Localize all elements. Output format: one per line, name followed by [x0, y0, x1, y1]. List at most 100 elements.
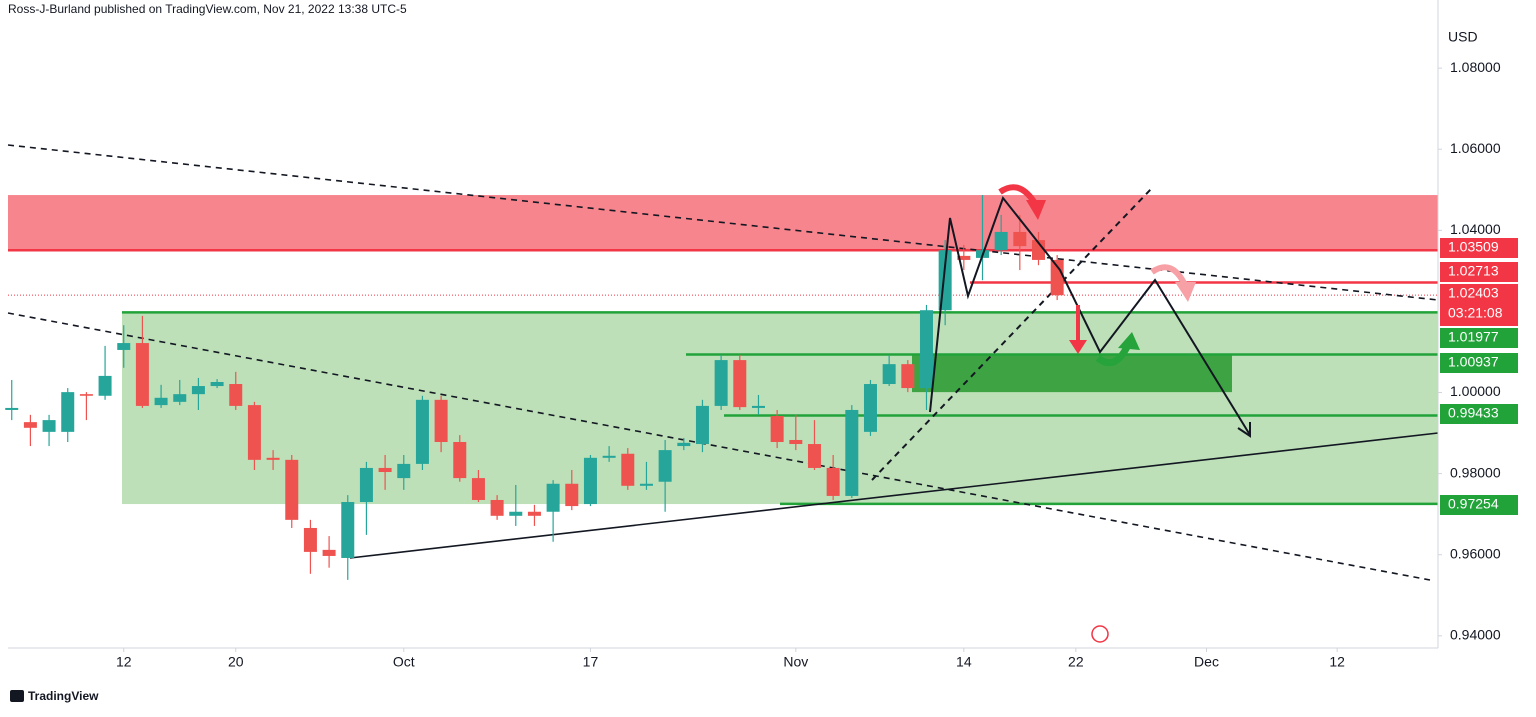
candle-body: [565, 483, 579, 507]
level-label: 1.02713: [1448, 263, 1499, 279]
candle-body: [341, 502, 355, 558]
candle-body: [1013, 231, 1027, 247]
y-tick-label: 1.08000: [1450, 59, 1501, 75]
level-label: 1.00937: [1448, 354, 1499, 370]
header: Ross-J-Burland published on TradingView.…: [8, 2, 407, 16]
candle-body: [509, 511, 523, 516]
candle-body: [266, 457, 280, 460]
level-label-box: [1440, 284, 1518, 326]
arrow-head: [1069, 340, 1087, 354]
x-tick-label: Nov: [783, 654, 808, 670]
candle-body: [415, 399, 429, 464]
candle-body: [863, 384, 877, 432]
candle-body: [546, 483, 560, 512]
candle-body: [901, 364, 915, 389]
x-tick-label: 22: [1068, 654, 1084, 670]
trendline: [7, 144, 1439, 301]
candle-body: [639, 483, 653, 486]
arrow-head: [1118, 332, 1140, 350]
axis-label: USD: [1448, 29, 1478, 45]
candle-body: [882, 364, 896, 385]
candle-body: [117, 343, 131, 350]
level-label-box: [1440, 495, 1518, 515]
trendline: [871, 187, 1153, 481]
candle-body: [191, 386, 205, 395]
candle-body: [583, 457, 597, 505]
candle-body: [61, 392, 75, 432]
level-label-box: [1440, 262, 1518, 282]
candle-body: [807, 444, 821, 468]
arrow-head: [1237, 422, 1251, 438]
level-label: 1.02403: [1448, 285, 1499, 301]
candle-body: [285, 459, 299, 520]
y-tick-label: 0.94000: [1450, 627, 1501, 643]
y-tick-label: 0.98000: [1450, 464, 1501, 480]
candle-body: [453, 442, 467, 479]
y-tick-label: 1.06000: [1450, 140, 1501, 156]
projection-path: [929, 195, 1251, 436]
candle-body: [602, 455, 616, 458]
level-label-box: [1440, 328, 1518, 348]
candle-body: [135, 343, 149, 406]
x-tick-label: 14: [956, 654, 972, 670]
curved-arrow: [1150, 264, 1188, 287]
candle-body: [378, 467, 392, 473]
candle-body: [621, 453, 635, 486]
candle-body: [98, 375, 112, 396]
countdown: 03:21:08: [1448, 305, 1503, 321]
level-label: 0.97254: [1448, 496, 1499, 512]
x-tick-label: Oct: [393, 654, 415, 670]
y-tick-label: 1.04000: [1450, 221, 1501, 237]
candle-body: [733, 360, 747, 408]
zone: [122, 311, 1438, 505]
candle-body: [714, 360, 728, 406]
arrow-head: [1026, 200, 1046, 220]
candle-body: [957, 255, 971, 260]
level-label: 0.99433: [1448, 405, 1499, 421]
candle-body: [210, 381, 224, 387]
candle-body: [490, 499, 504, 516]
candle-body: [173, 394, 187, 402]
level-label: 1.01977: [1448, 329, 1499, 345]
candle-body: [527, 511, 541, 516]
candle-body: [770, 416, 784, 443]
x-tick-label: 12: [116, 654, 132, 670]
candle-body: [1031, 240, 1045, 260]
candle-body: [154, 397, 168, 406]
x-tick-label: 20: [228, 654, 244, 670]
candle-body: [677, 442, 691, 447]
candle-body: [79, 394, 93, 396]
candle-body: [397, 463, 411, 479]
candle-body: [826, 467, 840, 496]
y-tick-label: 1.00000: [1450, 383, 1501, 399]
arrow-head: [1175, 282, 1196, 302]
candle-body: [658, 450, 672, 482]
candle-body: [5, 407, 19, 410]
footer: TradingView: [28, 689, 99, 703]
candle-body: [695, 405, 709, 445]
level-label-box: [1440, 238, 1518, 258]
level-label-box: [1440, 353, 1518, 373]
candle-body: [1050, 259, 1064, 296]
event-icon: [1091, 625, 1109, 643]
candle-body: [751, 405, 765, 408]
candle-body: [919, 310, 933, 389]
candle-body: [994, 231, 1008, 251]
curved-arrow: [1095, 343, 1132, 367]
x-tick-label: 12: [1329, 654, 1345, 670]
trendline: [349, 432, 1439, 559]
candle-body: [789, 439, 803, 445]
candle-body: [23, 422, 37, 428]
candle-body: [845, 409, 859, 496]
y-tick-label: 0.96000: [1450, 545, 1501, 561]
zone: [912, 353, 1232, 393]
level-label: 1.03509: [1448, 239, 1499, 255]
logo: [10, 690, 24, 702]
candle-body: [359, 467, 373, 503]
candle-body: [322, 549, 336, 556]
level-label-box: [1440, 404, 1518, 424]
candle-body: [303, 527, 317, 552]
candle-body: [471, 478, 485, 500]
candle-body: [247, 405, 261, 460]
